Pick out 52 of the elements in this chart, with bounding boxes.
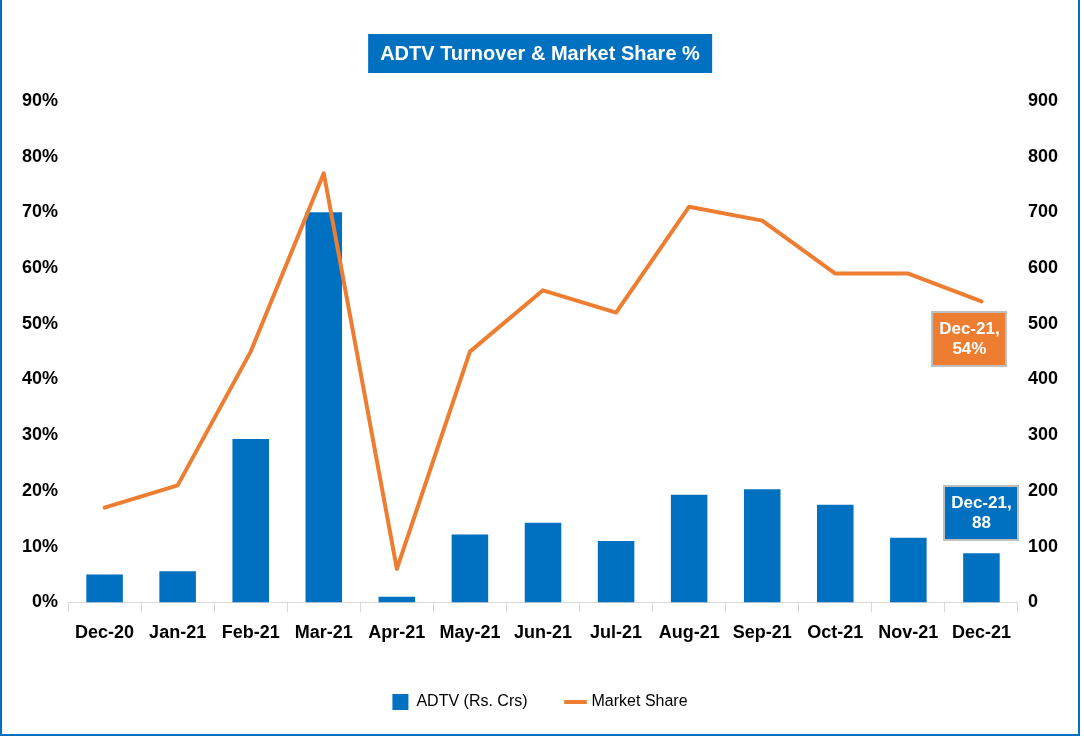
bar (743, 489, 781, 603)
y2-tick-label: 400 (1027, 368, 1059, 389)
y-tick-label: 0% (32, 591, 59, 612)
bar (159, 571, 196, 603)
y-tick-label: 20% (22, 479, 59, 500)
x-tick-label: Jul-21 (590, 622, 643, 643)
y-tick-label: 60% (22, 256, 59, 277)
x-tick-label: May-21 (439, 622, 501, 643)
data-label: Dec-21, 54% (938, 319, 1001, 360)
y-tick-label: 10% (22, 535, 59, 556)
x-tick-label: Jun-21 (513, 622, 573, 643)
y2-tick-label: 700 (1027, 201, 1059, 222)
y-tick-label: 90% (22, 89, 59, 110)
data-label: Dec-21, 88 (950, 492, 1013, 534)
legend-label: ADTV (Rs. Crs) (416, 692, 528, 710)
y2-tick-label: 300 (1027, 424, 1059, 445)
bar (232, 439, 269, 603)
bar (86, 574, 123, 603)
x-tick-label: Oct-21 (807, 622, 864, 643)
y2-tick-label: 900 (1027, 89, 1059, 110)
bar (817, 504, 854, 603)
bar (451, 534, 489, 603)
y2-tick-label: 0 (1027, 591, 1038, 612)
y-tick-label: 50% (22, 312, 59, 333)
y2-tick-label: 600 (1027, 256, 1059, 277)
y-tick-label: 30% (22, 424, 59, 445)
x-tick-label: Dec-20 (75, 622, 135, 643)
y2-tick-label: 100 (1027, 535, 1059, 556)
x-tick-label: Sep-21 (732, 622, 792, 643)
x-tick-label: Feb-21 (221, 622, 280, 643)
x-tick-label: Dec-21 (951, 622, 1011, 643)
chart-title: ADTV Turnover & Market Share % (368, 34, 712, 73)
y-tick-label: 70% (22, 201, 59, 222)
y2-tick-label: 200 (1027, 479, 1059, 500)
x-tick-label: Apr-21 (368, 622, 426, 643)
y-tick-label: 80% (22, 145, 59, 166)
bar (597, 541, 635, 603)
legend-label: Market Share (591, 692, 688, 710)
bar (524, 522, 562, 603)
bar (670, 494, 708, 603)
y2-tick-label: 500 (1027, 312, 1059, 333)
bar (963, 553, 1000, 603)
callout-bubble: Dec-21, 54% (931, 311, 1008, 368)
callout-bubble: Dec-21, 88 (943, 485, 1020, 542)
y2-tick-label: 800 (1027, 145, 1059, 166)
x-tick-label: Mar-21 (294, 622, 353, 643)
y-tick-label: 40% (22, 368, 59, 389)
bar (890, 537, 927, 603)
bar (305, 212, 343, 603)
x-tick-label: Jan-21 (149, 622, 207, 643)
x-tick-label: Aug-21 (658, 622, 720, 643)
x-tick-label: Nov-21 (878, 622, 939, 643)
